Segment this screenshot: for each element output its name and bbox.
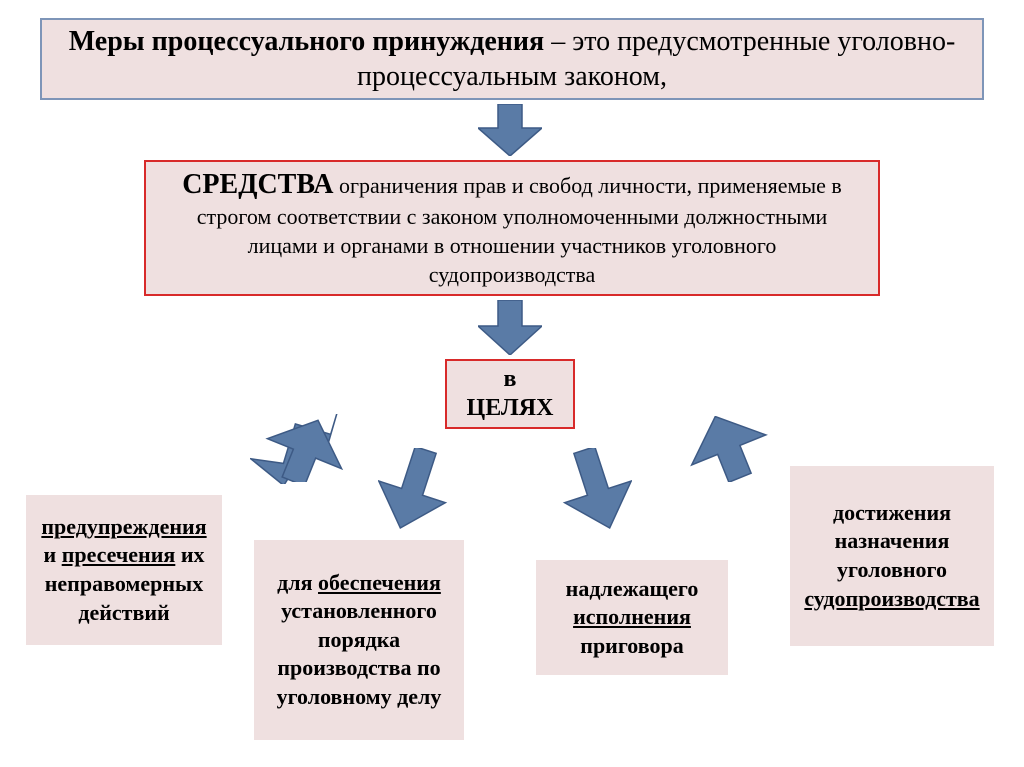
- goal-1-u1: предупреждения: [41, 514, 206, 539]
- goal-4-text: достижения назначения уголовного судопро…: [800, 499, 984, 613]
- definition-bold: Меры процессуального принуждения: [69, 26, 544, 57]
- goal-3-u1: исполнения: [573, 604, 691, 629]
- goal-2-rest: установленного порядка производства по у…: [277, 598, 442, 709]
- goal-box-1: предупреждения и пресечения их неправоме…: [26, 495, 222, 645]
- goal-2-text: для обеспечения установленного порядка п…: [264, 569, 454, 712]
- goal-2-pre: для: [277, 570, 318, 595]
- goal-1-u2: пресечения: [62, 542, 176, 567]
- arrow-right-icon: [678, 416, 768, 482]
- definition-text: Меры процессуального принуждения – это п…: [54, 24, 970, 94]
- goal-1-text: предупреждения и пресечения их неправоме…: [36, 513, 212, 627]
- goal-box-3: надлежащего исполнения приговора: [536, 560, 728, 675]
- arrow-down-left-icon: [378, 448, 448, 530]
- goal-4-u1: судопроизводства: [804, 586, 979, 611]
- arrow-down-right-icon: [562, 448, 632, 530]
- means-box: СРЕДСТВА ограничения прав и свобод лично…: [144, 160, 880, 296]
- goal-box-2: для обеспечения установленного порядка п…: [254, 540, 464, 740]
- purpose-box: в ЦЕЛЯХ: [445, 359, 575, 429]
- goal-2-u1: обеспечения: [318, 570, 441, 595]
- arrow-down-2: [478, 300, 542, 355]
- definition-box: Меры процессуального принуждения – это п…: [40, 18, 984, 100]
- goal-1-mid: и: [44, 542, 62, 567]
- arrow-down-1: [478, 104, 542, 156]
- goal-3-rest: приговора: [580, 633, 683, 658]
- goal-3-pre: надлежащего: [566, 576, 699, 601]
- purpose-line2: ЦЕЛЯХ: [467, 394, 554, 423]
- purpose-line1: в: [504, 365, 517, 394]
- goal-box-4: достижения назначения уголовного судопро…: [790, 466, 994, 646]
- means-bold: СРЕДСТВА: [182, 169, 333, 200]
- means-text: СРЕДСТВА ограничения прав и свобод лично…: [164, 167, 860, 289]
- goal-3-text: надлежащего исполнения приговора: [546, 575, 718, 661]
- goal-4-pre: достижения назначения уголовного: [833, 500, 951, 582]
- arrow-left-icon: [256, 416, 346, 482]
- means-line1: ограничения прав и свобод личности,: [333, 173, 692, 198]
